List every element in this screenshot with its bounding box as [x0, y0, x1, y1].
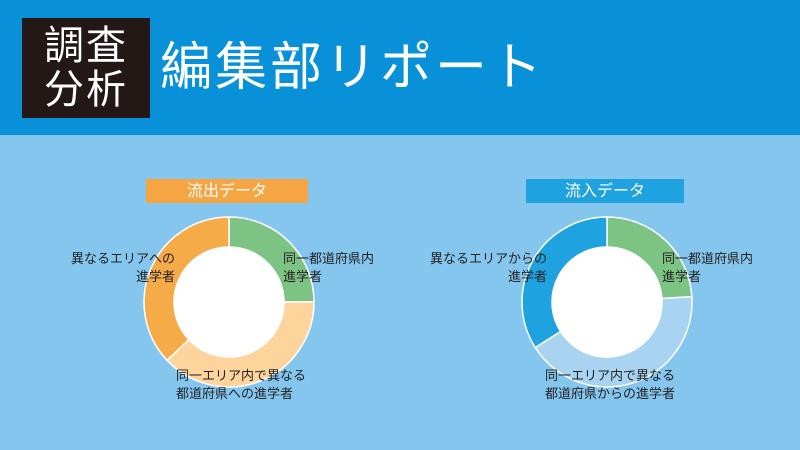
outflow-label-other-area: 異なるエリアへの 進学者	[55, 251, 175, 287]
label-line: 同一エリア内で異なる	[545, 369, 676, 384]
label-line: 同一都道府県内	[283, 252, 375, 267]
label-line: 異なるエリアへの	[70, 252, 175, 267]
page-title: 編集部リポート	[160, 38, 546, 98]
header-bar: 調査 分析 編集部リポート	[0, 0, 800, 135]
label-line: 同一都道府県内	[662, 252, 754, 267]
badge-line-1: 調査	[44, 23, 128, 69]
label-line: 同一エリア内で異なる	[176, 369, 307, 384]
outflow-chart-title: 流出データ	[146, 179, 308, 203]
inflow-label-same-prefecture: 同一都道府県内 進学者	[662, 251, 753, 287]
label-line: 都道府県からの進学者	[545, 387, 676, 402]
outflow-donut	[143, 216, 315, 388]
label-line: 進学者	[662, 270, 702, 285]
inflow-label-other-area: 異なるエリアからの 進学者	[412, 251, 547, 287]
donut-hole	[552, 247, 662, 357]
inflow-donut	[521, 216, 693, 388]
inflow-label-same-area: 同一エリア内で異なる 都道府県からの進学者	[545, 368, 675, 404]
label-line: 異なるエリアからの	[429, 252, 547, 267]
label-line: 都道府県への進学者	[176, 387, 294, 402]
outflow-label-same-prefecture: 同一都道府県内 進学者	[283, 251, 374, 287]
badge-line-2: 分析	[44, 67, 128, 113]
label-line: 進学者	[135, 270, 175, 285]
category-badge: 調査 分析	[22, 18, 150, 118]
inflow-chart-title: 流入データ	[526, 179, 684, 203]
label-line: 進学者	[507, 270, 547, 285]
outflow-label-same-area: 同一エリア内で異なる 都道府県への進学者	[176, 368, 306, 404]
label-line: 進学者	[283, 270, 323, 285]
donut-hole	[174, 247, 284, 357]
